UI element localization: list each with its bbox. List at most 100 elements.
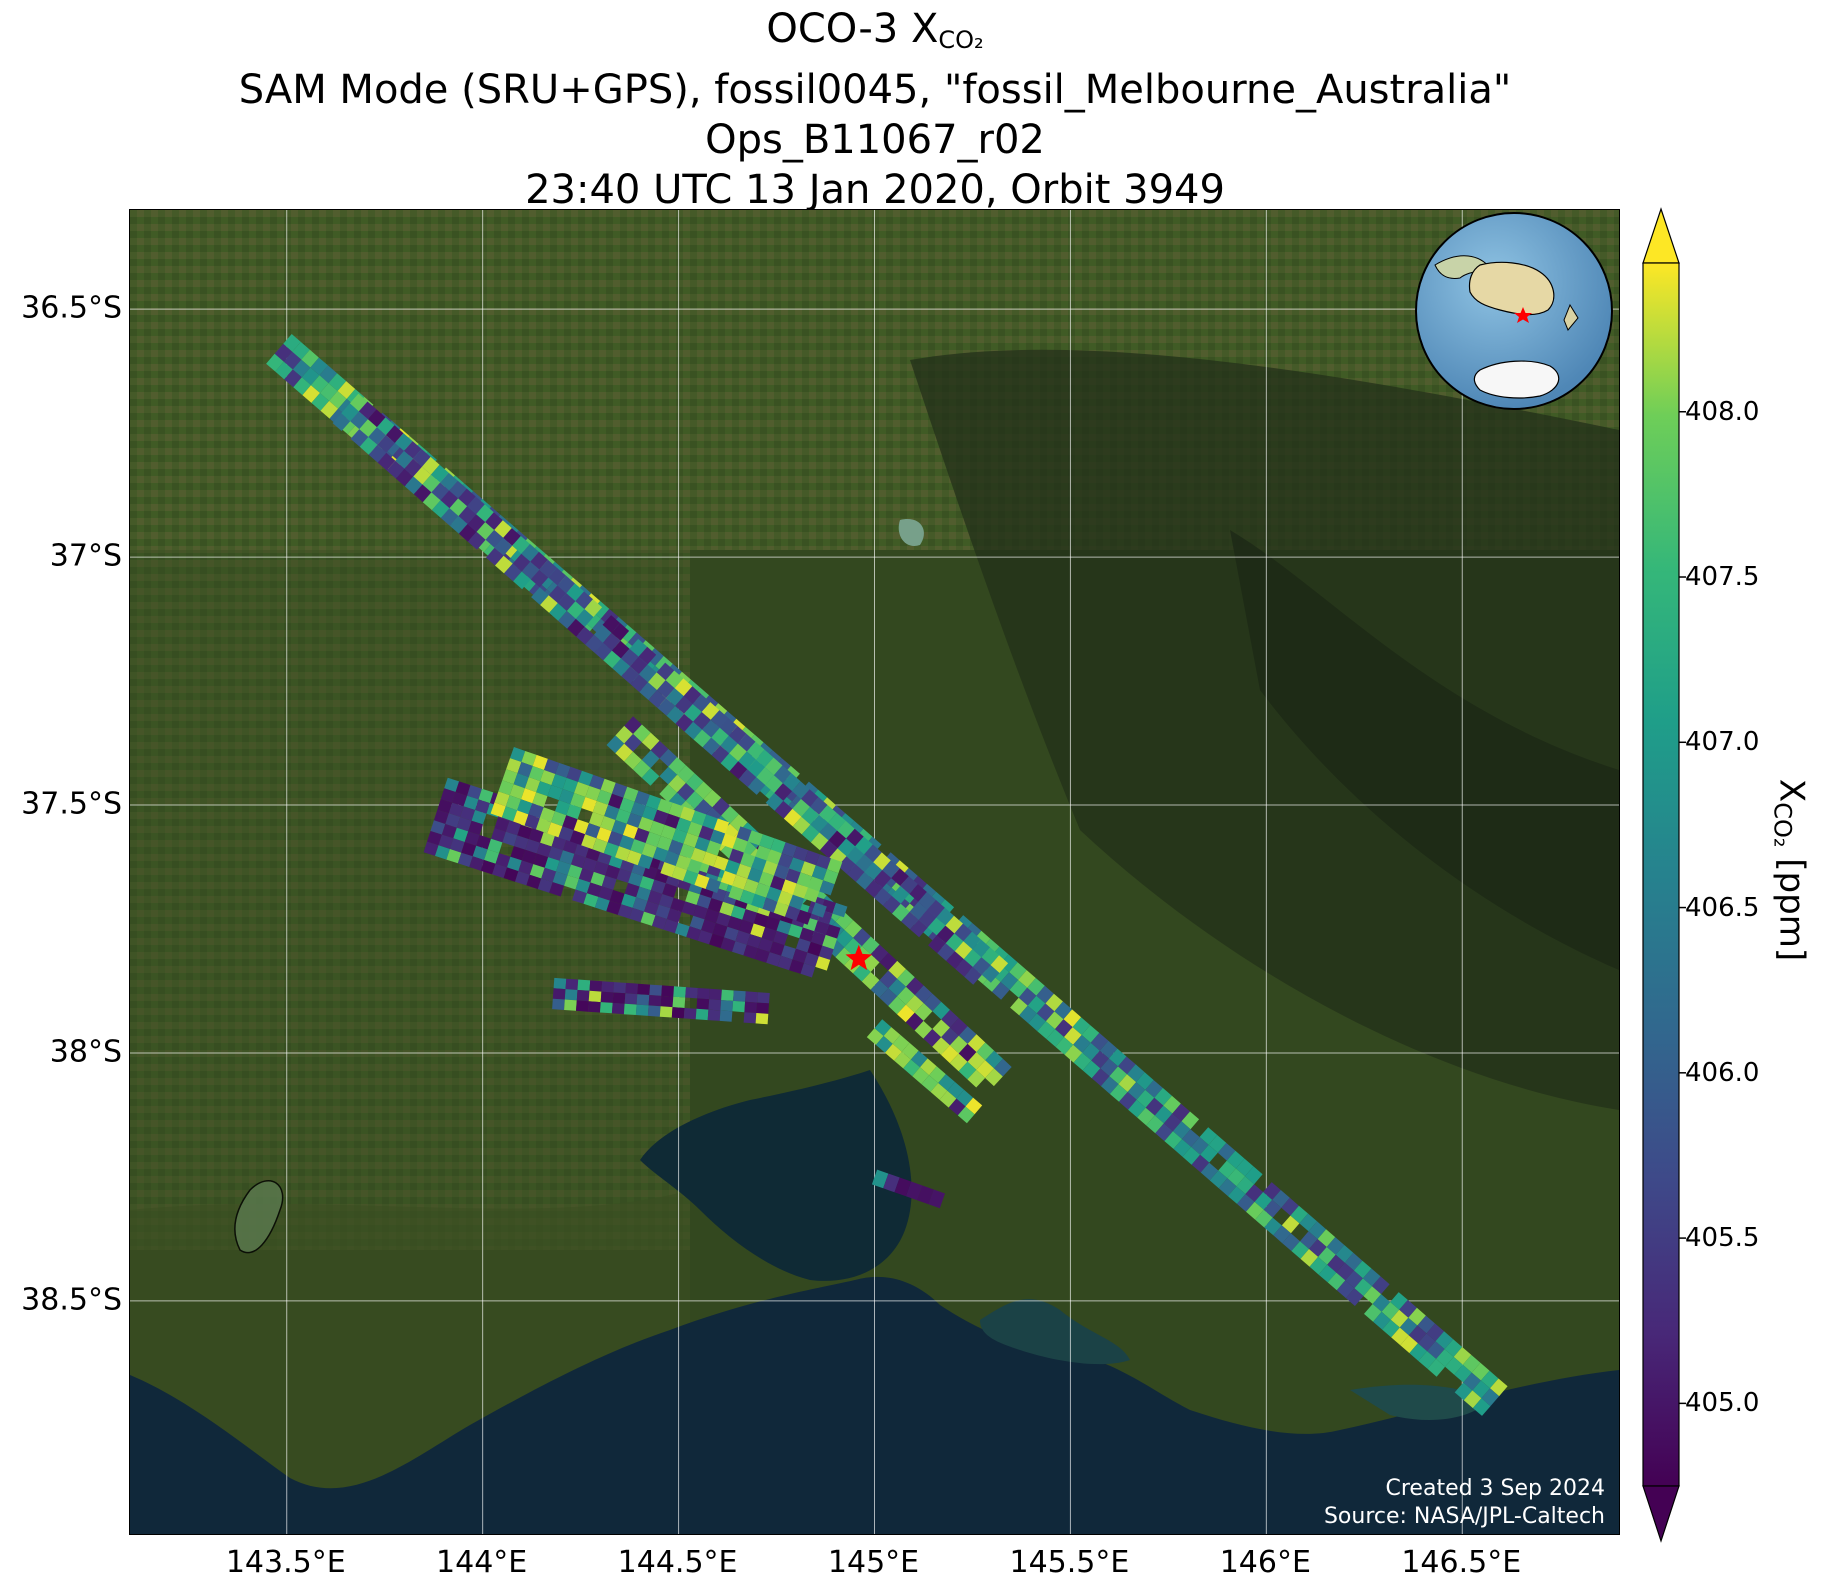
sounding-cell xyxy=(815,854,831,870)
sounding-cell xyxy=(431,464,449,483)
sounding-cell xyxy=(448,802,464,817)
sounding-cell xyxy=(521,788,537,804)
sounding-cell xyxy=(1064,1027,1082,1045)
sounding-cell xyxy=(513,810,529,826)
sounding-cell xyxy=(594,896,610,912)
sounding-cell xyxy=(548,585,567,604)
sounding-cell xyxy=(696,894,712,909)
sounding-cell xyxy=(945,933,964,952)
sounding-cell xyxy=(1399,1299,1417,1318)
sounding-cell xyxy=(1191,1137,1209,1155)
sounding-cell xyxy=(659,766,678,785)
sounding-cell xyxy=(835,947,854,966)
sounding-cell xyxy=(495,853,511,868)
sounding-cell xyxy=(1454,1382,1473,1401)
sounding-cell xyxy=(894,1051,911,1069)
sounding-cell xyxy=(641,843,657,858)
sounding-cell xyxy=(666,706,685,724)
satellite-map[interactable] xyxy=(130,210,1619,1534)
sounding-cell xyxy=(612,658,630,677)
sounding-cell xyxy=(532,792,548,808)
sounding-cell xyxy=(1145,1080,1163,1098)
sounding-cell xyxy=(958,1043,977,1062)
sounding-cell xyxy=(1127,1064,1145,1083)
sounding-cell xyxy=(513,773,529,789)
sounding-cell xyxy=(691,810,707,826)
sounding-cell xyxy=(828,812,846,831)
sounding-cell xyxy=(837,820,855,839)
sounding-cell xyxy=(1128,1099,1146,1118)
sounding-cell xyxy=(720,937,736,952)
sounding-cell xyxy=(1309,1239,1327,1257)
sounding-cell xyxy=(485,512,503,530)
xco2-soundings[interactable] xyxy=(266,334,1508,1416)
sounding-cell xyxy=(901,911,919,930)
sounding-cell xyxy=(965,1097,983,1115)
lon-tick-label: 143.5°E xyxy=(225,1545,346,1580)
sounding-cell xyxy=(655,904,671,919)
sounding-cell xyxy=(1300,1231,1318,1249)
sounding-cell xyxy=(1090,1032,1109,1051)
sounding-cell xyxy=(611,640,630,659)
sounding-cell xyxy=(1354,1278,1372,1297)
sounding-cell xyxy=(810,797,828,815)
sounding-cell xyxy=(1037,1021,1055,1039)
sounding-cell xyxy=(1335,1245,1354,1263)
map-panel[interactable] xyxy=(129,209,1620,1535)
sounding-cell xyxy=(528,828,544,843)
sounding-cell xyxy=(582,857,598,872)
sounding-cell xyxy=(782,773,801,792)
title-line-4: 23:40 UTC 13 Jan 2020, Orbit 3949 xyxy=(525,167,1225,213)
sounding-cell xyxy=(757,992,770,1004)
sounding-cell xyxy=(476,522,495,540)
sounding-cell xyxy=(634,790,650,806)
sounding-cell xyxy=(811,865,828,881)
sounding-cell xyxy=(593,861,609,876)
sounding-cell xyxy=(947,1081,964,1099)
sounding-cell xyxy=(1099,1040,1118,1059)
sounding-cell xyxy=(810,832,829,851)
sounding-cell xyxy=(994,1058,1012,1077)
sounding-cell xyxy=(618,624,637,643)
sounding-cell xyxy=(558,611,576,629)
sounding-cell xyxy=(892,903,910,922)
sounding-cell xyxy=(377,435,395,453)
sounding-cell xyxy=(955,959,973,977)
sounding-cell xyxy=(774,800,793,819)
sounding-cell xyxy=(558,826,574,842)
sounding-cell xyxy=(656,835,673,851)
sounding-cell xyxy=(632,897,648,912)
sounding-cell xyxy=(963,949,982,967)
sounding-cell xyxy=(636,994,650,1006)
sounding-cell xyxy=(985,1068,1003,1087)
sounding-cell xyxy=(1408,1325,1427,1344)
sounding-cell xyxy=(404,458,422,477)
sounding-cell xyxy=(437,799,453,814)
sounding-cell xyxy=(785,905,801,921)
sounding-cell xyxy=(515,871,530,886)
sounding-cell xyxy=(475,799,490,814)
sounding-cell xyxy=(1245,1166,1263,1185)
sounding-cell xyxy=(1218,1178,1237,1197)
sounding-cell xyxy=(1155,1123,1173,1142)
sounding-cell xyxy=(601,981,615,993)
sounding-cell xyxy=(301,349,319,368)
sounding-cell xyxy=(328,373,347,391)
sounding-cell xyxy=(705,877,721,893)
sounding-cell xyxy=(521,751,537,766)
sounding-cell xyxy=(883,1173,900,1193)
sounding-cell xyxy=(674,922,690,937)
sounding-cell xyxy=(648,690,666,708)
sounding-cell xyxy=(693,729,712,748)
sounding-cell xyxy=(1362,1268,1381,1287)
sounding-cell xyxy=(613,982,627,994)
sounding-cell xyxy=(905,1012,924,1031)
sounding-cell xyxy=(510,747,526,762)
sounding-cell xyxy=(958,1026,977,1044)
sounding-cell xyxy=(505,795,521,811)
sounding-cell xyxy=(350,411,368,430)
sounding-cell xyxy=(795,938,811,953)
sounding-cell xyxy=(707,1009,721,1021)
sounding-cell xyxy=(503,528,521,546)
sounding-cell xyxy=(1164,1131,1182,1149)
